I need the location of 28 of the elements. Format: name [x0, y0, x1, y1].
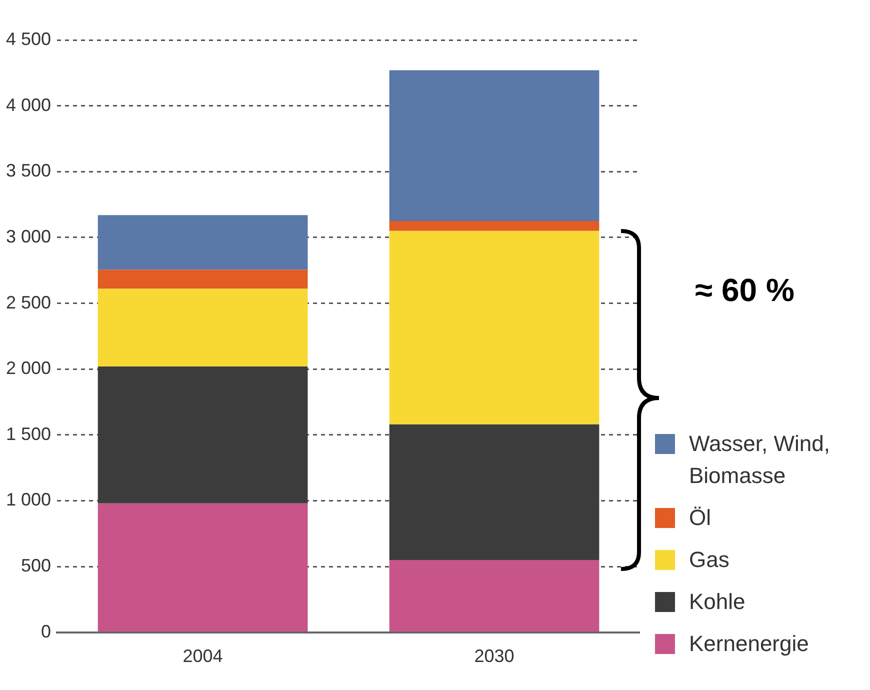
text: ≈ 60 %: [695, 272, 794, 309]
bar: [389, 70, 600, 222]
bar: [98, 288, 308, 366]
y-tick-label: 2 500: [6, 292, 52, 312]
y-tick-label: 3 500: [6, 160, 52, 181]
legend-label: Öl: [689, 504, 711, 532]
legend-label: Kohle: [689, 588, 746, 616]
x-tick-label: 2004: [182, 646, 223, 666]
y-tick-label: 2 000: [6, 358, 52, 378]
y-tick-label: 1 500: [6, 424, 52, 444]
bar: [98, 366, 308, 504]
legend-label: Gas: [689, 546, 730, 574]
y-tick-label: 1 000: [6, 490, 52, 510]
legend-label: Kernenergie: [689, 630, 809, 658]
bar: [389, 221, 600, 231]
bar: [389, 230, 600, 424]
y-tick-label: 4 000: [6, 94, 52, 115]
bar: [98, 503, 308, 632]
x-tick-label: 2030: [474, 646, 514, 666]
bar: [98, 215, 308, 270]
y-tick-label: 0: [41, 621, 52, 642]
bar: [389, 424, 600, 560]
y-tick-label: 4 500: [6, 28, 52, 49]
bar: [389, 560, 600, 632]
legend-label: Wasser, Wind, Biomasse: [689, 430, 831, 490]
y-tick-label: 3 000: [6, 226, 52, 246]
y-tick-label: 500: [20, 556, 52, 576]
bar: [98, 270, 308, 289]
